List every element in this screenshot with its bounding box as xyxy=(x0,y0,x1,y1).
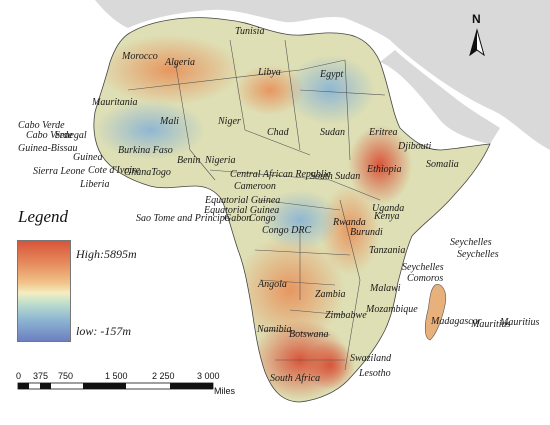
north-label: N xyxy=(472,12,481,26)
country-label: Somalia xyxy=(426,159,459,170)
country-label: Botswana xyxy=(289,329,329,340)
north-arrow-icon xyxy=(469,28,485,57)
country-label: Equatorial Guinea xyxy=(205,195,281,206)
country-label: Cameroon xyxy=(234,181,276,192)
country-label: Sudan xyxy=(320,127,345,138)
country-label: Ethiopia xyxy=(367,164,402,175)
country-label: GhanaTogo xyxy=(124,167,171,178)
country-label: Central African Republic xyxy=(230,169,331,180)
country-label: Cabo Verde xyxy=(26,130,73,141)
country-label: Swaziland xyxy=(350,353,392,364)
scale-tick: 3 000 xyxy=(197,371,220,381)
scale-tick: 750 xyxy=(58,371,74,381)
country-label: Burundi xyxy=(350,227,383,238)
country-label: Malawi xyxy=(370,283,401,294)
country-label: Gabon xyxy=(224,213,252,224)
scale-bar xyxy=(17,382,214,390)
country-label: Algeria xyxy=(165,57,195,68)
country-label: Tunisia xyxy=(235,26,265,37)
country-label: Mauritius xyxy=(500,317,540,328)
country-label: Mauritius xyxy=(471,319,511,330)
country-label: Benin xyxy=(177,155,201,166)
country-label: Kenya xyxy=(374,211,400,222)
country-label: Seychelles xyxy=(450,237,492,248)
scale-tick: 2 250 xyxy=(152,371,175,381)
country-label: Libya xyxy=(258,67,281,78)
legend-title: Legend xyxy=(18,207,69,226)
country-label: Congo DRC xyxy=(262,225,312,236)
country-label: Equatorial Guinea xyxy=(204,205,280,216)
scale-unit-label: Miles xyxy=(214,386,236,396)
country-label: Cabo Verde xyxy=(18,120,65,131)
country-label: Madagascar xyxy=(431,316,482,327)
country-label: Zambia xyxy=(315,289,346,300)
scale-tick: 375 xyxy=(33,371,49,381)
legend-low-label: low: -157m xyxy=(76,324,131,338)
country-label: Morocco xyxy=(122,51,158,62)
country-label: Egypt xyxy=(320,69,344,80)
country-label: Tanzania xyxy=(369,245,406,256)
scale-tick: 0 xyxy=(16,371,22,381)
country-label: Seychelles xyxy=(402,262,444,273)
country-label: Liberia xyxy=(80,179,110,190)
country-label: Uganda xyxy=(372,203,405,214)
country-label: Comoros xyxy=(407,273,444,284)
country-label: Rwanda xyxy=(333,217,366,228)
country-label: Chad xyxy=(267,127,289,138)
country-label: Cote d'Ivoire xyxy=(88,165,141,176)
legend-high-label: High:5895m xyxy=(76,247,137,261)
country-label: Mauritania xyxy=(92,97,138,108)
country-label: Niger xyxy=(218,116,241,127)
country-label: Angola xyxy=(258,279,287,290)
country-label: Mozambique xyxy=(366,304,418,315)
country-label: South Sudan xyxy=(310,171,361,182)
country-label: Sierra Leone xyxy=(33,166,85,177)
country-label: Lesotho xyxy=(359,368,391,379)
country-label: Namibia xyxy=(257,324,292,335)
country-label: Eritrea xyxy=(369,127,398,138)
country-label: Djibouti xyxy=(398,141,432,152)
scale-tick: 1 500 xyxy=(105,371,128,381)
country-label: Guinea xyxy=(73,152,103,163)
country-label: Congo xyxy=(249,213,276,224)
country-label: Senegal xyxy=(55,130,87,141)
country-label: Nigeria xyxy=(205,155,236,166)
country-label: Mali xyxy=(160,116,179,127)
country-label: Zimbabwe xyxy=(325,310,367,321)
legend-color-ramp xyxy=(17,240,71,342)
country-label: South Africa xyxy=(270,373,321,384)
country-label: Seychelles xyxy=(457,249,499,260)
country-label: Guinea-Bissau xyxy=(18,143,78,154)
country-label: Sao Tome and Principe xyxy=(136,213,230,224)
country-label: Burkina Faso xyxy=(118,145,173,156)
